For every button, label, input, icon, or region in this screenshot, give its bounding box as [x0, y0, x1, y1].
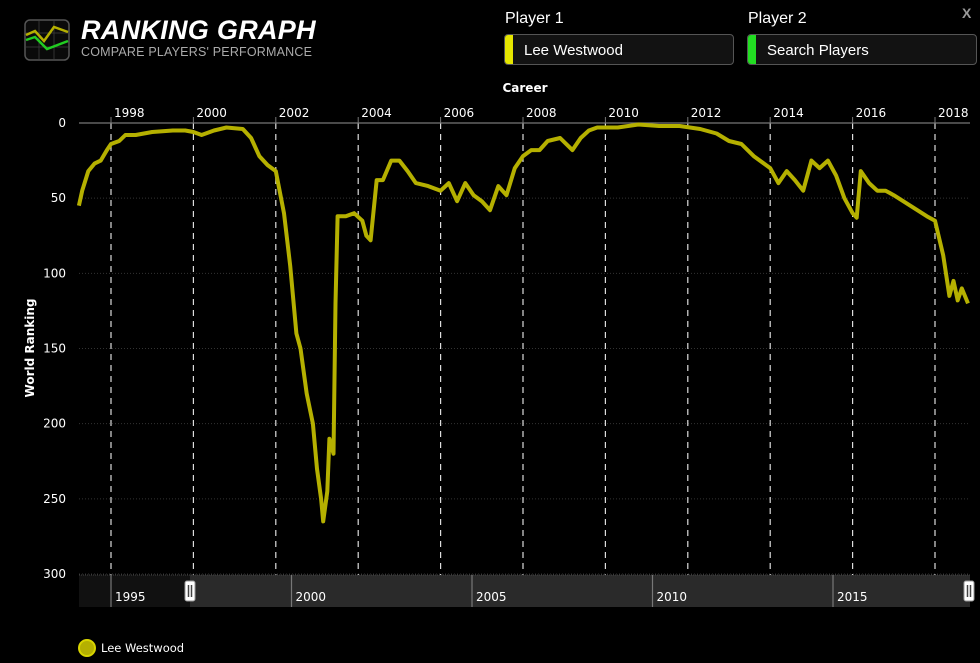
player-1-value: Lee Westwood: [524, 42, 623, 59]
x-tick-label: 2000: [196, 106, 227, 120]
x-tick-label: 2014: [773, 106, 804, 120]
y-tick-label: 250: [43, 492, 66, 506]
x-tick-label: 2018: [938, 106, 969, 120]
navigator-tick-label: 2010: [657, 590, 688, 604]
y-tick-label: 150: [43, 342, 66, 356]
chart-title: Career: [502, 81, 548, 95]
lee-westwood-series-line[interactable]: [76, 122, 970, 524]
app-subtitle: COMPARE PLAYERS' PERFORMANCE: [81, 45, 313, 59]
navigator-left-handle[interactable]: [184, 580, 196, 602]
player-1-label: Player 1: [505, 10, 564, 27]
y-axis-title: World Ranking: [23, 299, 37, 398]
y-gridlines: [79, 197, 970, 575]
player-2-search-input[interactable]: Search Players: [747, 34, 977, 65]
y-tick-label: 50: [51, 191, 66, 205]
player-2-color-swatch: [748, 35, 756, 64]
y-tick-label: 0: [58, 116, 66, 130]
player-2-label: Player 2: [748, 10, 807, 27]
x-tick-label: 2004: [361, 106, 392, 120]
player-1-input[interactable]: Lee Westwood: [504, 34, 734, 65]
navigator-ticks: 1995 2000 2005 2010 2015: [110, 575, 868, 607]
x-tick-label: 2008: [526, 106, 557, 120]
legend-marker-lee-westwood[interactable]: [78, 639, 96, 657]
x-tick-label: 2010: [608, 106, 639, 120]
legend: Lee Westwood: [78, 639, 184, 657]
y-axis-labels: 0 50 100 150 200 250 300: [43, 116, 66, 581]
navigator-tick-label: 2005: [476, 590, 507, 604]
navigator-tick-label: 2000: [296, 590, 327, 604]
range-navigator[interactable]: 1995 2000 2005 2010 2015: [79, 574, 975, 607]
player-2-placeholder: Search Players: [767, 42, 869, 59]
x-tick-label: 2016: [856, 106, 887, 120]
navigator-right-handle[interactable]: [963, 580, 975, 602]
y-tick-label: 100: [43, 266, 66, 280]
navigator-tick-label: 2015: [837, 590, 868, 604]
player-1-color-swatch: [505, 35, 513, 64]
x-tick-label: 2006: [444, 106, 475, 120]
y-tick-label: 300: [43, 567, 66, 581]
ranking-graph-logo-icon: [24, 19, 70, 61]
navigator-tick-label: 1995: [115, 590, 146, 604]
navigator-selected-range[interactable]: [190, 575, 970, 607]
x-tick-label: 2002: [279, 106, 310, 120]
x-tick-label: 2012: [691, 106, 722, 120]
x-axis-labels: 1998 2000 2002 2004 2006 2008 2010 2012 2014 2016…: [114, 106, 969, 120]
app-title: RANKING GRAPH: [81, 15, 316, 45]
y-tick-label: 200: [43, 417, 66, 431]
close-button[interactable]: X: [962, 5, 972, 21]
x-gridlines: [110, 117, 936, 575]
legend-label-lee-westwood[interactable]: Lee Westwood: [101, 641, 185, 655]
x-tick-label: 1998: [114, 106, 145, 120]
